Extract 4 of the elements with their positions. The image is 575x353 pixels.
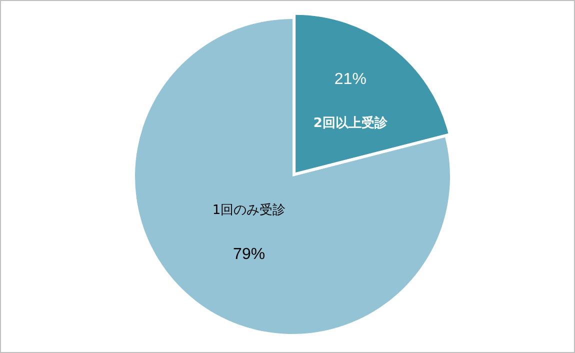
slice-label: 1回のみ受診 — [212, 202, 286, 218]
slice-label: 2回以上受診 — [313, 115, 388, 132]
data-label: 21% — [334, 71, 366, 88]
data-label: 79% — [233, 246, 266, 263]
